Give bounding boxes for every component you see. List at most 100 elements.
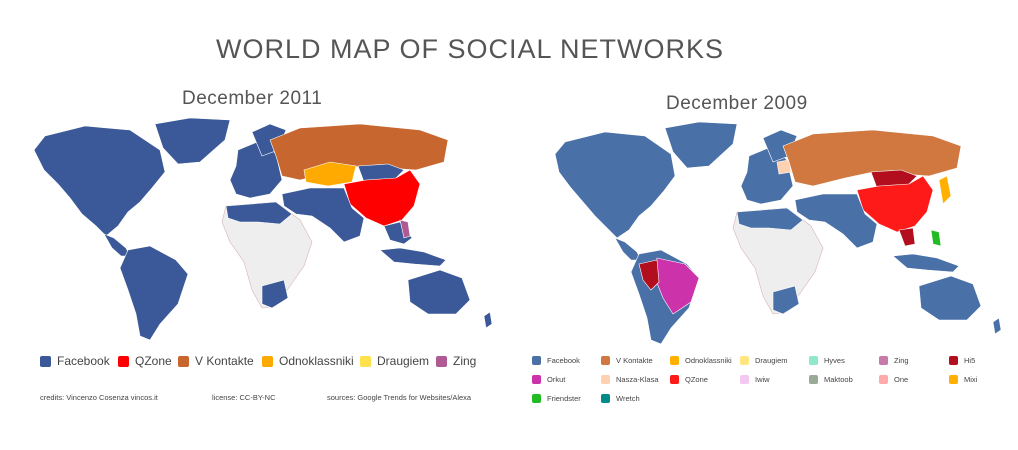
- legend-swatch: [601, 394, 610, 403]
- map-2011-title: December 2011: [182, 88, 323, 109]
- legend-label: Iwiw: [755, 375, 770, 384]
- region-new-zealand: [992, 317, 1002, 335]
- legend-label: V Kontakte: [616, 356, 653, 365]
- legend-swatch: [949, 356, 958, 365]
- region-indonesia: [892, 253, 960, 273]
- legend-swatch: [40, 355, 51, 367]
- legend-item-facebook: Facebook: [40, 354, 110, 368]
- region-south-asia: [794, 193, 878, 249]
- legend-label: Maktoob: [824, 375, 853, 384]
- region-china: [856, 175, 934, 233]
- legend-label: Hi5: [964, 356, 976, 365]
- legend-swatch: [601, 356, 610, 365]
- legend-swatch: [601, 375, 610, 384]
- legend-swatch: [740, 356, 749, 365]
- region-peru: [638, 259, 660, 291]
- region-kazakhstan: [303, 161, 357, 187]
- legend-label: Zing: [453, 354, 477, 368]
- legend-item-wretch: Wretch: [601, 394, 640, 403]
- legend-swatch: [670, 356, 679, 365]
- legend-label: Zing: [894, 356, 909, 365]
- region-australia: [918, 275, 982, 321]
- legend-label: QZone: [135, 354, 172, 368]
- region-japan: [938, 175, 952, 205]
- legend-swatch: [949, 375, 958, 384]
- legend-item-friendster: Friendster: [532, 394, 581, 403]
- region-vietnam: [399, 219, 411, 239]
- legend-item-draugiem: Draugiem: [360, 354, 429, 368]
- legend-swatch: [879, 375, 888, 384]
- region-central-america: [614, 237, 642, 261]
- legend-item-draugiem: Draugiem: [740, 356, 788, 365]
- credits-sources: sources: Google Trends for Websites/Alex…: [327, 393, 472, 402]
- credits-author: credits: Vincenzo Cosenza vincos.it: [40, 393, 158, 402]
- region-north-africa: [736, 207, 804, 231]
- legend-swatch: [532, 375, 541, 384]
- legend-label: Draugiem: [377, 354, 430, 368]
- legend-swatch: [809, 375, 818, 384]
- legend-item-nasza-klasa: Nasza-Klasa: [601, 375, 659, 384]
- region-australia: [407, 269, 471, 315]
- legend-label: Facebook: [57, 354, 110, 368]
- legend-swatch: [809, 356, 818, 365]
- region-poland: [776, 159, 792, 175]
- legend-label: Friendster: [547, 394, 581, 403]
- region-philippines: [930, 229, 942, 247]
- legend-swatch: [532, 394, 541, 403]
- legend-swatch: [740, 375, 749, 384]
- region-new-zealand: [483, 311, 493, 329]
- region-north-america: [33, 125, 166, 237]
- legend-item-zing: Zing: [879, 356, 909, 365]
- region-greenland: [154, 117, 231, 165]
- credits-license: license: CC-BY-NC: [212, 393, 276, 402]
- region-southeast-asia: [383, 221, 413, 245]
- page-title: WORLD MAP OF SOCIAL NETWORKS: [215, 34, 725, 64]
- region-africa: [732, 207, 824, 315]
- world-map-2009: [554, 121, 1002, 345]
- legend-swatch: [262, 355, 273, 367]
- legend-label: Nasza-Klasa: [616, 375, 659, 384]
- legend-swatch: [360, 355, 371, 367]
- legend-item-hyves: Hyves: [809, 356, 845, 365]
- region-mongolia: [357, 163, 405, 183]
- legend-swatch: [436, 355, 447, 367]
- legend-item-orkut: Orkut: [532, 375, 565, 384]
- world-map-2011: [33, 117, 493, 341]
- legend-item-maktoob: Maktoob: [809, 375, 853, 384]
- region-north-america: [554, 131, 676, 239]
- region-greenland: [664, 121, 738, 169]
- region-southern-africa: [261, 279, 289, 309]
- region-russia: [269, 123, 449, 181]
- legend-label: Mixi: [964, 375, 978, 384]
- legend-swatch: [118, 355, 129, 367]
- legend-label: One: [894, 375, 909, 384]
- region-russia: [782, 129, 962, 187]
- legend-swatch: [879, 356, 888, 365]
- region-thailand: [898, 227, 916, 247]
- legend-item-odnoklassniki: Odnoklassniki: [262, 354, 354, 368]
- region-africa: [221, 201, 313, 309]
- region-china: [343, 169, 421, 227]
- legend-label: Odnoklassniki: [685, 356, 732, 365]
- region-central-america: [103, 233, 131, 257]
- legend-label: Draugiem: [755, 356, 788, 365]
- legend-item-facebook: Facebook: [532, 356, 580, 365]
- legend-label: Facebook: [547, 356, 580, 365]
- legend-item-vkontakte: V Kontakte: [601, 356, 653, 365]
- legend-label: V Kontakte: [195, 354, 254, 368]
- legend-item-odnoklassniki: Odnoklassniki: [670, 356, 732, 365]
- legend-label: Orkut: [547, 375, 566, 384]
- region-mongolia: [870, 169, 918, 189]
- legend-label: Odnoklassniki: [279, 354, 354, 368]
- legend-item-iwiw: Iwiw: [740, 375, 770, 384]
- legend-label: QZone: [685, 375, 708, 384]
- region-south-america: [119, 245, 189, 341]
- region-indonesia: [379, 247, 447, 267]
- region-southern-africa: [772, 285, 800, 315]
- legend-item-hi5: Hi5: [949, 356, 975, 365]
- legend-swatch: [670, 375, 679, 384]
- region-south-asia: [281, 187, 365, 243]
- map-2009-title: December 2009: [666, 93, 808, 114]
- region-north-africa: [225, 201, 293, 225]
- legend-label: Wretch: [616, 394, 640, 403]
